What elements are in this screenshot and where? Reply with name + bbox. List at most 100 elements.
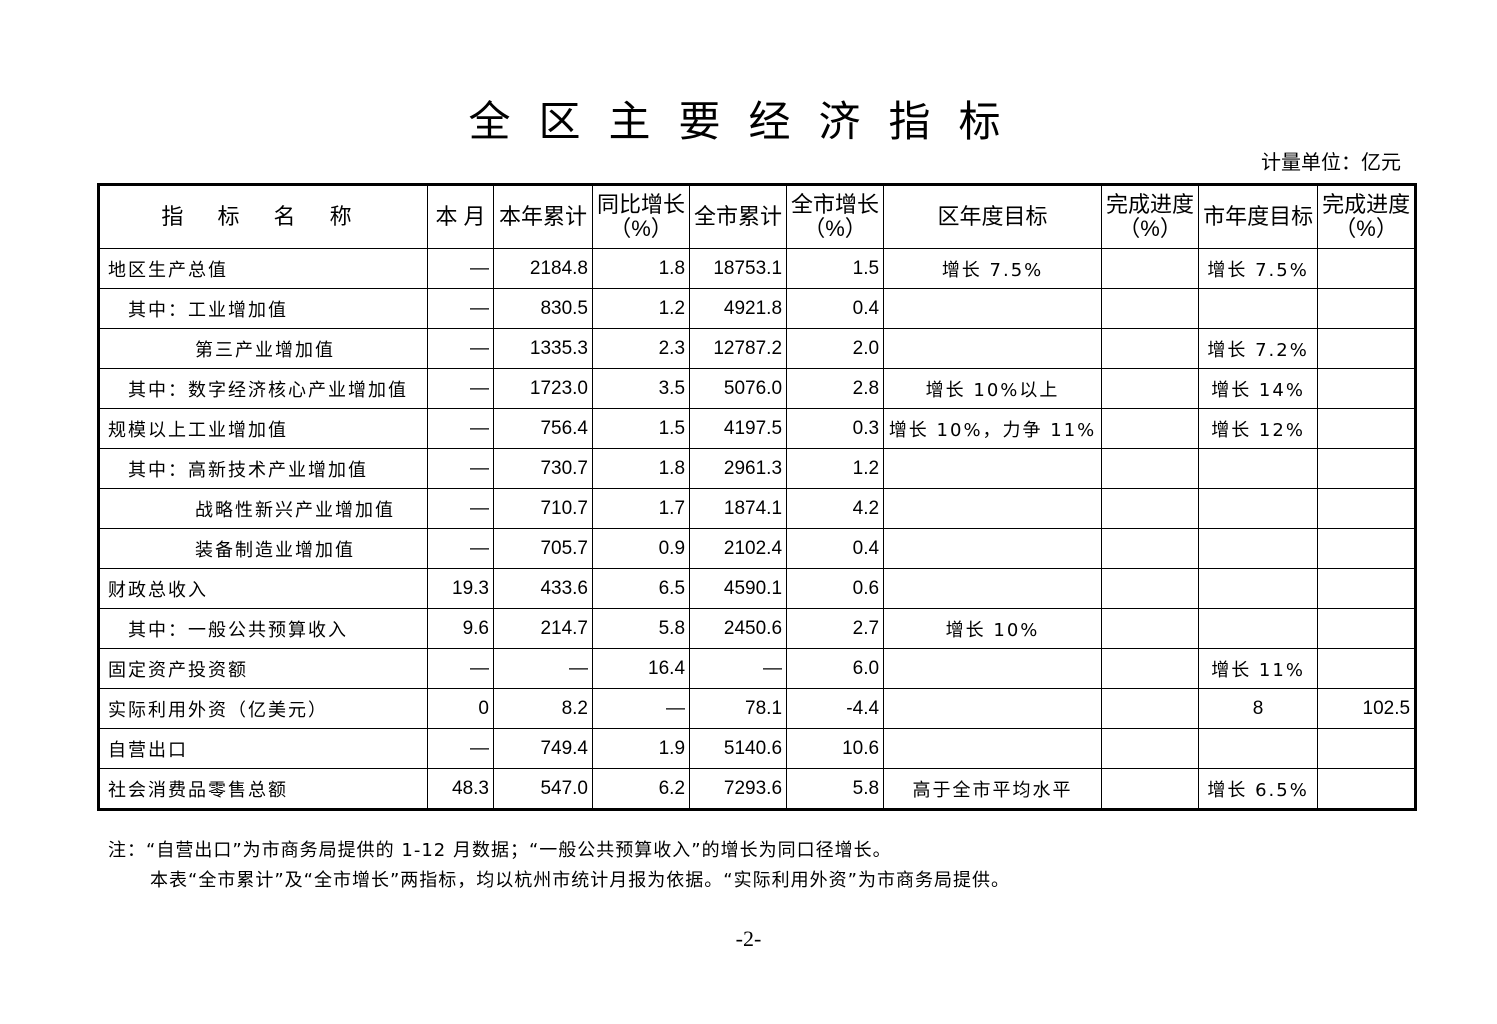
table-row: 规模以上工业增加值 —756.4 1.5 4197.5 0.3 增长 10%，力争 11%… [98, 408, 1417, 449]
table-cell: 10.6 [786, 728, 885, 769]
table-cell [1317, 368, 1417, 409]
table-cell [1101, 648, 1200, 689]
table-cell: 增长 7.5% [883, 248, 1103, 289]
table-cell: 8 [1198, 688, 1319, 729]
table-cell: 5.8 [786, 768, 885, 810]
table-cell: 增长 10% [883, 608, 1103, 649]
table-cell: 增长 7.5% [1198, 248, 1319, 289]
table-cell: 4197.5 [689, 408, 788, 449]
column-header: 全市增长 （%） [786, 184, 885, 249]
note-1: 注：“自营出口”为市商务局提供的 1-12 月数据；“一般公共预算收入”的增长为… [108, 840, 892, 861]
indicator-table: 指 标 名 称本 月本年累计 同比增长 （%） 全市累计 全市增长 （%） 区年度目标 完成进… [97, 183, 1418, 811]
table-row: 实际利用外资（亿美元） 0 8.2—78.1 -4.4 8 102.5 [98, 688, 1417, 729]
table-cell [1317, 288, 1417, 329]
table-cell: 增长 6.5% [1198, 768, 1319, 810]
table-cell [883, 568, 1103, 609]
table-cell: 高于全市平均水平 [883, 768, 1103, 810]
table-cell: 6.0 [786, 648, 885, 689]
table-cell: 1.8 [591, 448, 691, 489]
table-cell: — [427, 528, 494, 569]
table-cell: 0.3 [786, 408, 885, 449]
table-cell: 增长 14% [1198, 368, 1319, 409]
column-header: 完成进度 （%） [1101, 184, 1200, 249]
page-number: -2- [735, 926, 762, 951]
table-cell: 0.9 [591, 528, 691, 569]
table-cell: 214.7 [493, 608, 593, 649]
table-cell: 0.6 [786, 568, 885, 609]
column-header: 指 标 名 称 [98, 184, 428, 249]
indicator-name: 第三产业增加值 [98, 328, 428, 369]
table-cell [1317, 648, 1417, 689]
indicator-name: 规模以上工业增加值 [98, 408, 428, 449]
table-cell [1317, 488, 1417, 529]
table-row: 装备制造业增加值 —705.7 0.9 2102.4 0.4 [98, 528, 1417, 569]
table-cell [1317, 448, 1417, 489]
table-cell: — [427, 448, 494, 489]
table-cell [1101, 768, 1200, 810]
table-cell [1101, 408, 1200, 449]
table-cell: 1.5 [591, 408, 691, 449]
table-cell: 增长 10%，力争 11% [883, 408, 1103, 449]
table-cell: — [427, 488, 494, 529]
table-cell: 749.4 [493, 728, 593, 769]
indicator-name: 其中：数字经济核心产业增加值 [98, 368, 428, 409]
table-cell [1101, 328, 1200, 369]
column-header: 同比增长 （%） [591, 184, 691, 249]
table-cell: — [689, 648, 788, 689]
table-row: 地区生产总值 —2184.8 1.8 18753.1 1.5 增长 7.5% 增长 7.5% [98, 248, 1417, 289]
table-cell: 2102.4 [689, 528, 788, 569]
table-cell: — [427, 368, 494, 409]
table-cell: 增长 10%以上 [883, 368, 1103, 409]
table-cell: 6.5 [591, 568, 691, 609]
table-cell [1101, 688, 1200, 729]
table-row: 固定资产投资额 — —16.4—6.0 增长 11% [98, 648, 1417, 689]
table-cell: 0.4 [786, 528, 885, 569]
table-cell [883, 288, 1103, 329]
table-cell: 730.7 [493, 448, 593, 489]
table-cell: — [427, 648, 494, 689]
table-cell: 4.2 [786, 488, 885, 529]
table-cell: 6.2 [591, 768, 691, 810]
table-cell: — [427, 408, 494, 449]
note-2: 本表“全市累计”及“全市增长”两指标，均以杭州市统计月报为依据。“实际利用外资”… [150, 870, 1010, 891]
table-row: 社会消费品零售总额 48.3 547.0 6.2 7293.6 5.8 高于全市平均水平 增长… [98, 768, 1417, 810]
table-cell [883, 648, 1103, 689]
table-cell: — [493, 648, 593, 689]
table-cell [1198, 288, 1319, 329]
table-row: 自营出口 —749.4 1.9 5140.6 10.6 [98, 728, 1417, 769]
table-cell: 2184.8 [493, 248, 593, 289]
table-cell [1198, 528, 1319, 569]
page-title: 全区主要经济指标 [468, 97, 1029, 146]
indicator-name: 社会消费品零售总额 [98, 768, 428, 810]
table-cell: 1.9 [591, 728, 691, 769]
table-cell: 830.5 [493, 288, 593, 329]
table-cell [1317, 728, 1417, 769]
indicator-name: 地区生产总值 [98, 248, 428, 289]
table-cell: 增长 11% [1198, 648, 1319, 689]
table-cell [1198, 448, 1319, 489]
indicator-name: 其中：工业增加值 [98, 288, 428, 329]
table-cell: — [427, 328, 494, 369]
table-cell: 4590.1 [689, 568, 788, 609]
table-cell [1101, 528, 1200, 569]
table-cell: 增长 7.2% [1198, 328, 1319, 369]
table-cell [883, 488, 1103, 529]
table-cell: 0 [427, 688, 494, 729]
table-cell [883, 688, 1103, 729]
table-cell: 12787.2 [689, 328, 788, 369]
table-cell [1317, 568, 1417, 609]
table-cell: 7293.6 [689, 768, 788, 810]
table-cell: 16.4 [591, 648, 691, 689]
unit-label: 计量单位：亿元 [1261, 150, 1401, 174]
indicator-name: 其中：高新技术产业增加值 [98, 448, 428, 489]
table-cell: 1335.3 [493, 328, 593, 369]
table-cell: 705.7 [493, 528, 593, 569]
column-header: 全市累计 [689, 184, 788, 249]
table-cell [1317, 408, 1417, 449]
table-cell: 19.3 [427, 568, 494, 609]
table-cell: 2961.3 [689, 448, 788, 489]
table-cell: 547.0 [493, 768, 593, 810]
table-cell: 8.2 [493, 688, 593, 729]
table-cell [1198, 568, 1319, 609]
table-cell: — [427, 248, 494, 289]
